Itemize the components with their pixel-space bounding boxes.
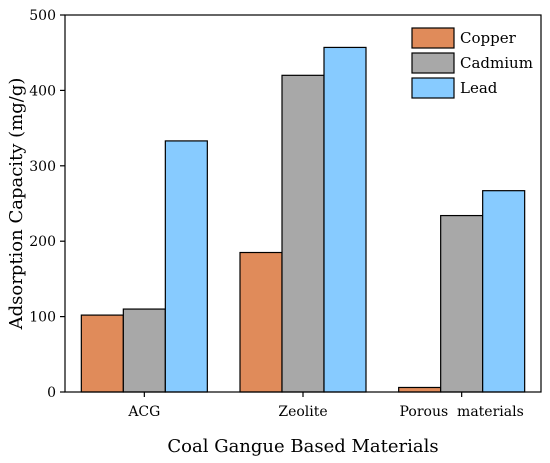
legend-swatch-cadmium [411, 52, 455, 74]
bars-group [80, 46, 526, 393]
y-tick-label: 300 [29, 159, 56, 175]
bar-cadmium-3 [440, 214, 484, 393]
x-axis: ACG Zeolite Porous materials [127, 392, 524, 420]
bar-copper-3 [398, 386, 442, 393]
y-tick-label: 500 [29, 8, 56, 24]
legend: Copper Cadmium Lead [411, 27, 533, 99]
bar-lead-3 [482, 190, 526, 393]
legend-swatch-lead [411, 77, 455, 99]
y-tick-label: 200 [29, 234, 56, 250]
bar-lead-1 [164, 140, 208, 393]
x-tick-label: Zeolite [278, 404, 327, 420]
x-tick-label: Porous materials [400, 404, 524, 420]
x-tick-label: ACG [127, 404, 160, 420]
y-tick-label: 400 [29, 83, 56, 99]
y-tick-label: 0 [47, 385, 56, 401]
legend-label-cadmium: Cadmium [460, 54, 533, 72]
bar-copper-1 [80, 314, 124, 393]
plot-frame [64, 14, 542, 393]
legend-swatch-copper [411, 27, 455, 49]
bar-lead-2 [323, 46, 367, 393]
x-axis-title: Coal Gangue Based Materials [167, 436, 438, 457]
y-axis: 0 100 200 300 400 500 [29, 8, 65, 401]
y-tick-label: 100 [29, 310, 56, 326]
y-axis-title: Adsorption Capacity (mg/g) [6, 78, 27, 331]
bar-copper-2 [239, 251, 283, 393]
legend-label-lead: Lead [460, 79, 498, 97]
bar-cadmium-2 [281, 74, 325, 393]
legend-label-copper: Copper [460, 29, 517, 47]
bar-cadmium-1 [122, 308, 166, 393]
